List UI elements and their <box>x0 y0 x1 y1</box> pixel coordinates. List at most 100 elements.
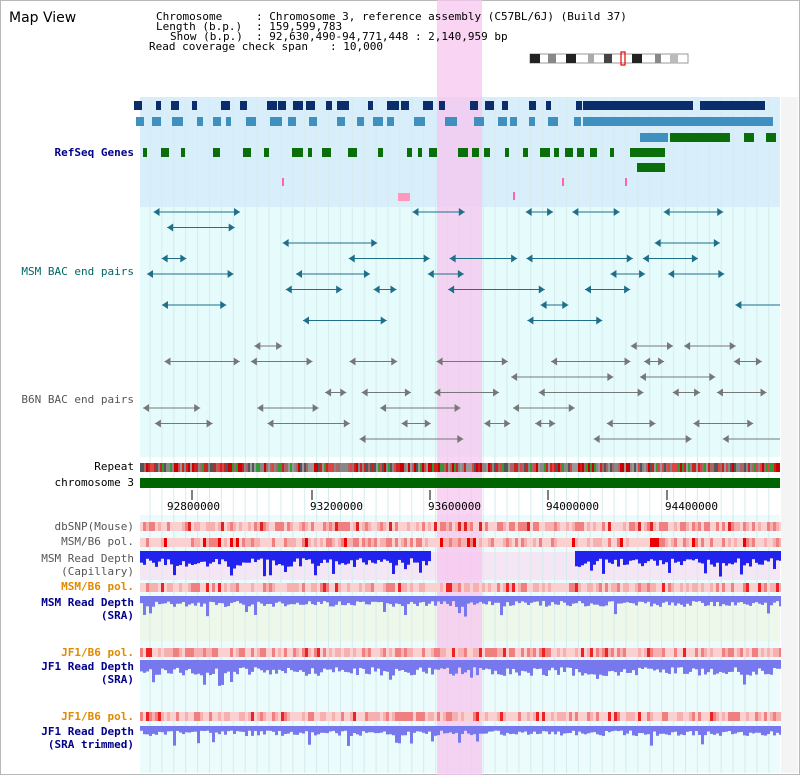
jf1-b6-pol-label-1[interactable]: JF1/B6 pol. <box>61 646 134 659</box>
depth-bar <box>659 660 662 673</box>
depth-bar <box>194 596 197 606</box>
depth-bar <box>374 596 377 602</box>
repeat-feature <box>684 463 686 472</box>
msm-depth-cap-label-1[interactable]: MSM Read Depth <box>41 552 134 565</box>
repeat-feature <box>306 463 308 472</box>
depth-bar <box>521 596 524 602</box>
depth-bar <box>530 726 533 734</box>
heat-cell <box>701 583 704 592</box>
depth-bar <box>347 660 350 673</box>
jf1-depth-trim-label-1[interactable]: JF1 Read Depth <box>41 725 134 738</box>
heat-cell <box>470 648 473 657</box>
heat-cell <box>755 522 758 531</box>
depth-bar <box>533 726 536 732</box>
heat-cell <box>488 648 491 657</box>
b6n-bac-label[interactable]: B6N BAC end pairs <box>21 393 134 406</box>
heat-cell <box>416 648 419 657</box>
depth-bar <box>191 726 194 732</box>
repeat-feature <box>216 463 218 472</box>
heat-cell <box>356 522 359 531</box>
depth-bar <box>749 660 752 676</box>
depth-bar <box>620 596 623 604</box>
msm-depth-sra-label-1[interactable]: MSM Read Depth <box>41 596 134 609</box>
depth-bar <box>743 551 746 566</box>
heat-cell <box>170 583 173 592</box>
bac-end <box>257 404 264 412</box>
repeat-label[interactable]: Repeat <box>94 460 134 473</box>
depth-bar <box>203 726 206 732</box>
heat-cell <box>416 538 419 547</box>
msm-bac-label[interactable]: MSM BAC end pairs <box>21 265 134 278</box>
bac-end <box>551 357 558 366</box>
depth-bar <box>485 726 488 734</box>
depth-bar <box>371 596 374 602</box>
depth-bar <box>692 551 695 561</box>
bac-end <box>642 254 649 263</box>
repeat-feature <box>202 463 204 472</box>
msm-b6-pol-label-2[interactable]: MSM/B6 pol. <box>61 580 134 593</box>
dbsnp-label[interactable]: dbSNP(Mouse) <box>54 520 134 533</box>
heat-cell <box>422 583 425 592</box>
repeat-feature <box>298 463 300 472</box>
heat-cell <box>716 648 719 657</box>
repeat-feature <box>166 463 168 472</box>
bac-end <box>343 419 350 428</box>
depth-bar <box>179 551 182 566</box>
bac-end <box>434 388 441 397</box>
heat-cell <box>344 583 347 592</box>
heat-cell <box>698 522 701 531</box>
heat-cell <box>506 648 509 657</box>
heat-cell <box>494 522 497 531</box>
depth-bar <box>554 596 557 605</box>
msm-b6-pol-label-1[interactable]: MSM/B6 pol. <box>61 535 134 548</box>
heat-cell <box>275 648 278 657</box>
depth-bar <box>560 726 563 736</box>
heat-cell <box>644 538 647 547</box>
depth-bar <box>674 726 677 732</box>
heat-cell <box>278 648 281 657</box>
depth-bar <box>620 660 623 672</box>
heat-cell <box>524 538 527 547</box>
depth-bar <box>401 660 404 670</box>
depth-bar <box>584 726 587 735</box>
repeat-feature <box>438 463 440 472</box>
repeat-feature <box>756 463 758 472</box>
repeat-feature <box>766 463 768 472</box>
jf1-depth-sra-label-1[interactable]: JF1 Read Depth <box>41 660 134 673</box>
heat-cell <box>752 712 755 721</box>
heat-cell <box>221 583 224 592</box>
heat-cell <box>455 583 458 592</box>
depth-bar <box>470 726 473 736</box>
depth-bar <box>203 596 206 604</box>
heat-cell <box>224 712 227 721</box>
gene-feature <box>152 117 161 126</box>
gene-feature <box>414 117 425 126</box>
depth-bar <box>749 726 752 733</box>
heat-cell <box>185 538 188 547</box>
repeat-feature <box>294 463 296 472</box>
heat-cell <box>548 712 551 721</box>
heat-cell <box>590 648 593 657</box>
depth-bar <box>305 660 308 676</box>
refseq-genes-label[interactable]: RefSeq Genes <box>54 146 134 159</box>
repeat-feature <box>550 463 552 472</box>
chromosome-track-label[interactable]: chromosome 3 <box>54 476 134 489</box>
heat-cell <box>344 538 347 547</box>
depth-bar <box>356 660 359 676</box>
depth-bar <box>689 551 692 560</box>
heat-cell <box>449 522 452 531</box>
jf1-b6-pol-label-2[interactable]: JF1/B6 pol. <box>61 710 134 723</box>
repeat-feature <box>248 463 250 472</box>
repeat-feature <box>676 463 678 472</box>
repeat-feature <box>502 463 504 472</box>
repeat-feature <box>642 463 644 472</box>
depth-bar <box>383 551 386 560</box>
depth-bar <box>485 660 488 669</box>
bac-end <box>644 357 651 366</box>
bac-end <box>606 419 613 428</box>
gene-feature <box>577 148 584 157</box>
depth-bar <box>644 726 647 735</box>
depth-bar <box>770 660 773 675</box>
heat-cell <box>725 538 728 547</box>
